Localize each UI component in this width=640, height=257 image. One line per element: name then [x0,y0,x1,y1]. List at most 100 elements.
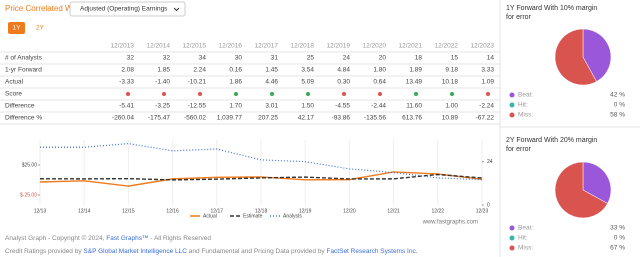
cell: 1.00 [445,103,458,110]
legend-label: Miss: [518,245,533,252]
legend-dot [509,235,515,241]
cell: 4.84 [337,67,350,74]
legend-dot [509,102,515,108]
x-tick-label: 12/22 [432,208,445,214]
tab-active[interactable] [8,22,25,34]
cell: 32 [127,55,135,62]
legend-label: Hit: [518,102,528,109]
column-header: 12/2018 [291,43,315,50]
series-line [39,173,483,181]
y2-tick-label: 24 [487,159,493,165]
pie-title-line: 1Y Forward With 10% margin [506,5,597,12]
series-line [39,171,483,187]
cell: -260.04 [112,115,134,122]
column-header: 12/2015 [183,43,207,50]
legend-label: Analysts [283,213,302,219]
legend-value: 42 % [610,92,625,99]
cell: 3.33 [481,67,494,74]
dropdown[interactable] [69,1,186,17]
cell: 42.17 [298,115,315,122]
cell: 31 [271,55,279,62]
x-tick-label: 12/20 [343,208,356,214]
cell: -10.21 [188,79,207,86]
cell: -3.25 [155,103,170,110]
cell: 24 [343,55,351,62]
column-header: 12/2013 [111,43,135,50]
cell: 4.46 [265,79,278,86]
x-tick-label: 12/18 [255,208,268,214]
footer-line: Credit Ratings provided by S&P Global Ma… [5,248,418,255]
x-tick-label: 12/21 [387,208,400,214]
legend-value: 33 % [610,225,625,232]
row-label: Score [5,91,22,98]
cell: 1.45 [265,67,278,74]
legend-value: 0 % [614,102,625,109]
row-label: 1-yr Forward [5,67,42,74]
cell: 15 [451,55,459,62]
pie-title-line: 2Y Forward With 20% margin [506,137,597,144]
footer-text: Credit Ratings provided by [5,248,83,255]
footer-text: and Fundamental and Pricing Data provide… [187,248,326,255]
x-tick-label: 12/16 [166,208,179,214]
cell: 10.18 [442,79,459,86]
legend-label: Actual [203,213,217,219]
cell: 1.89 [409,67,422,74]
footer-link[interactable]: Fast Graphs™ [106,235,148,242]
cell: 5.09 [301,79,314,86]
cell: 18 [415,55,423,62]
legend-label: Beat: [518,92,533,99]
cell: 1.85 [157,67,170,74]
row-label: Difference [5,103,35,110]
cell: -12.55 [188,103,207,110]
legend-label: Beat: [518,225,533,232]
row-label: Difference % [5,115,42,122]
cell: 0.16 [229,67,242,74]
column-header: 12/2014 [147,43,171,50]
footer-link[interactable]: FactSet Research Systems Inc. [326,248,417,255]
cell: -135.56 [364,115,386,122]
dropdown-label: Adjusted (Operating) Earnings [80,6,168,13]
row-label: # of Analysts [5,55,43,62]
column-header: 12/2022 [435,43,459,50]
watermark: www.fastgraphs.com [422,220,478,226]
cell: -1.40 [155,79,170,86]
cell: -560.02 [184,115,206,122]
score-dots [126,92,490,96]
cell: 14 [487,55,495,62]
legend-label: Miss: [518,112,533,119]
cell: 9.18 [445,67,458,74]
pie-slice [582,161,612,204]
cell: 34 [199,55,207,62]
pie-title: 1Y Forward With 10% margin for error [506,5,597,21]
cell: 11.60 [406,103,422,110]
legend-dot [509,225,515,231]
footer-text: Analyst Graph - Copyright © 2024, [5,234,106,242]
legend-value: 67 % [610,245,625,252]
tab-label[interactable]: 2Y [36,25,45,32]
cell: -175.47 [148,115,170,122]
cell: 13.49 [406,79,423,86]
cell: 3.54 [301,67,314,74]
tab-label[interactable]: 1Y [13,25,22,32]
footer-link[interactable]: S&P Global Market Intelligence LLC [83,248,187,255]
x-tick-label: 12/23 [476,208,489,214]
pie-title-line: for error [506,146,532,153]
cell: 1.70 [229,103,242,110]
cell: 1.09 [481,79,494,86]
cell: -2.24 [479,103,494,110]
cell: -2.44 [371,103,386,110]
cell: 3.01 [265,103,278,110]
x-tick-label: 12/13 [34,208,47,214]
cell: 10.89 [442,115,459,122]
legend-dot [509,92,515,98]
column-header: 12/2020 [363,43,387,50]
row-label: Actual [5,79,24,86]
cell: -67.22 [476,115,495,122]
y-tick-label: $-25.00 [20,192,37,198]
legend-dot [509,245,515,251]
x-tick-label: 12/14 [78,208,91,214]
cell: 613.76 [402,115,422,122]
pie-title: 2Y Forward With 20% margin for error [506,137,597,153]
dropdown-arrow [173,7,180,12]
